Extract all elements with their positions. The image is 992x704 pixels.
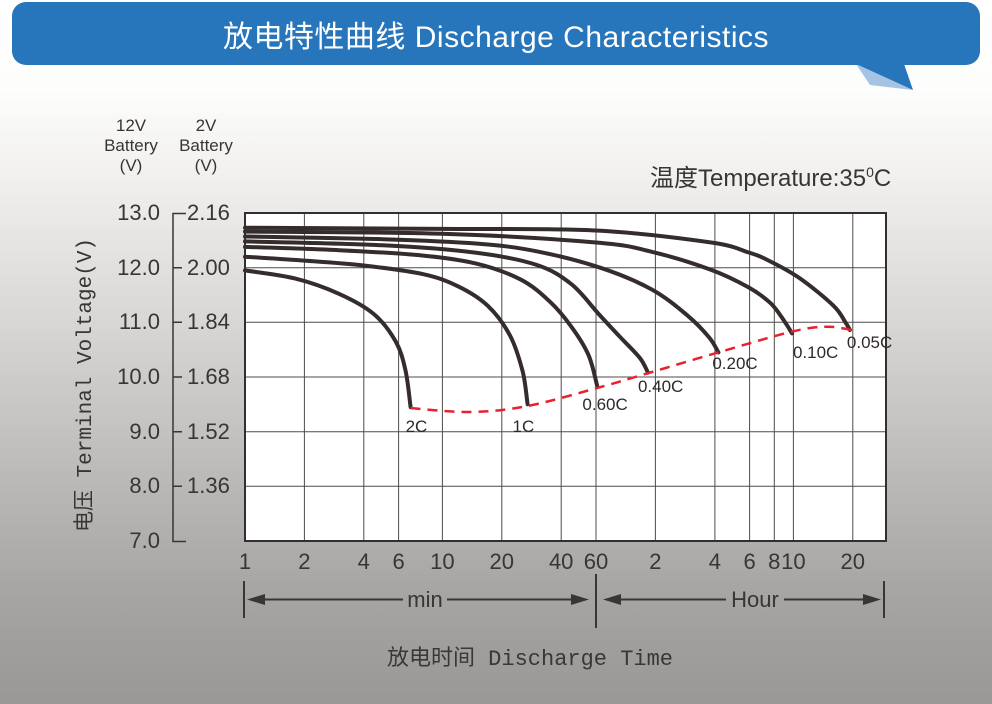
x-tick-4h: 4 [708,549,722,574]
y-axis-header-12v: 12V Battery (V) [104,116,158,175]
x-tick-20h: 20 [840,549,866,574]
y-axis-title: 电压 Terminal Voltage(V) [75,237,98,533]
discharge-curve-2C [243,268,413,410]
curve-label-2C: 2C [405,417,428,437]
curve-label-1C: 1C [512,417,535,437]
page-title: 放电特性曲线 Discharge Characteristics [222,20,770,54]
temperature-superscript: 0 [866,164,874,180]
discharge-curve-0.10C [243,229,794,336]
x-tick-2min: 2 [298,549,311,574]
y-tick-12v: 10.0 [117,364,160,389]
x-tick-20min: 20 [489,549,515,574]
y-axis-bracket [172,212,186,543]
x-tick-10h: 10 [781,549,806,574]
x-tick-2h: 2 [649,549,662,574]
y-tick-2v: 1.52 [187,418,230,444]
title-banner: 放电特性曲线 Discharge Characteristics [12,2,980,65]
y-tick-12v: 12.0 [117,254,160,280]
x-tick-6h: 6 [743,549,756,574]
discharge-curve-0.05C [243,225,852,332]
y-tick-12v: 7.0 [129,528,160,553]
discharge-curve-0.60C [243,244,600,389]
discharge-end-dashed-line [410,325,857,414]
y-tick-2v: 1.68 [187,364,230,389]
x-tick-4min: 4 [357,549,370,574]
y-tick-2v: 2.16 [187,200,230,225]
curve-label-0.20C: 0.20C [712,354,758,374]
x-tick-6min: 6 [392,549,405,574]
banner-tail [856,64,913,90]
x-range-hour-label: Hour [731,587,779,612]
discharge-curve-1C [243,254,530,407]
y-tick-12v: 13.0 [117,200,160,225]
min-left-arrowhead [247,594,265,605]
plot-border [244,212,887,542]
curve-label-0.10C: 0.10C [792,343,839,363]
hour-right-arrowhead [863,594,881,605]
y-tick-12v: 11.0 [118,309,160,335]
curve-label-0.40C: 0.40C [637,376,684,396]
curve-label-0.05C: 0.05C [846,332,893,352]
y-tick-2v: 2.00 [187,254,230,280]
discharge-curve-0.20C [243,234,721,355]
temperature-annotation: 温度Temperature:350C [650,158,891,193]
x-range-min-label: min [407,587,443,612]
y-tick-12v: 8.0 [129,473,160,499]
y-tick-12v: 9.0 [129,418,160,444]
x-tick-8h: 8 [768,549,781,574]
y-tick-2v: 1.84 [187,309,230,335]
y-tick-2v: 1.36 [187,473,230,499]
min-right-arrowhead [571,594,589,605]
x-tick-40min: 40 [548,549,574,574]
x-tick-1min: 1 [238,549,252,574]
banner-tail-pointer [856,64,913,90]
y-axis-header-2v: 2V Battery (V) [179,116,233,175]
discharge-curve-0.40C [243,239,650,375]
x-tick-10min: 10 [430,549,455,574]
hour-left-arrowhead [603,594,621,605]
curve-label-0.60C: 0.60C [582,394,628,414]
x-axis-title: 放电时间 Discharge Time [386,647,674,672]
x-tick-60h: 60 [583,549,609,574]
temperature-unit: C [873,165,892,192]
temperature-text: 温度Temperature:35 [650,165,867,192]
